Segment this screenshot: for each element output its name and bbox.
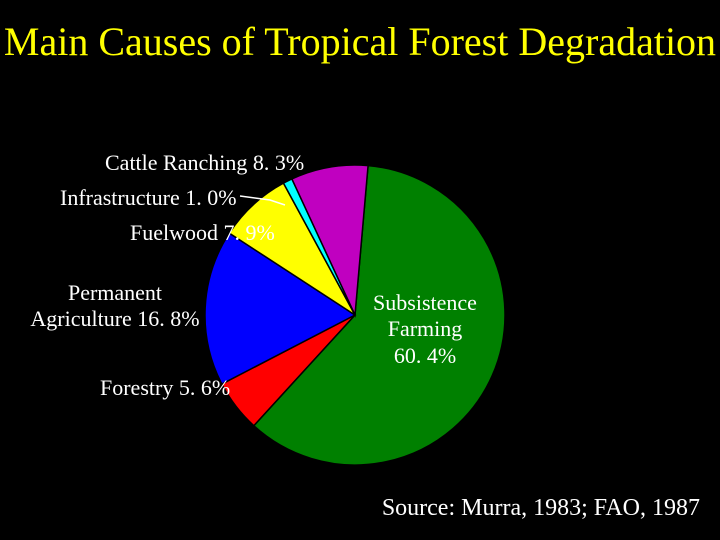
slide-container: Main Causes of Tropical Forest Degradati… (0, 0, 720, 540)
label-permanent: Permanent Agriculture 16. 8% (30, 280, 200, 333)
label-subsistence-1: Subsistence (373, 290, 477, 315)
label-subsistence-2: Farming (388, 316, 463, 341)
label-infrastructure: Infrastructure 1. 0% (60, 185, 237, 211)
label-cattle-text: Cattle Ranching 8. 3% (105, 150, 304, 175)
label-forestry-text: Forestry 5. 6% (100, 375, 230, 400)
label-infrastructure-text: Infrastructure 1. 0% (60, 185, 237, 210)
label-fuelwood: Fuelwood 7. 9% (130, 220, 275, 246)
source-citation: Source: Murra, 1983; FAO, 1987 (382, 495, 700, 522)
label-cattle: Cattle Ranching 8. 3% (105, 150, 304, 176)
label-permanent-2: Agriculture 16. 8% (30, 306, 199, 331)
label-fuelwood-text: Fuelwood 7. 9% (130, 220, 275, 245)
chart-title: Main Causes of Tropical Forest Degradati… (0, 20, 720, 64)
label-permanent-1: Permanent (68, 280, 162, 305)
label-subsistence: Subsistence Farming 60. 4% (355, 290, 495, 369)
label-subsistence-3: 60. 4% (394, 343, 456, 368)
label-forestry: Forestry 5. 6% (100, 375, 230, 401)
